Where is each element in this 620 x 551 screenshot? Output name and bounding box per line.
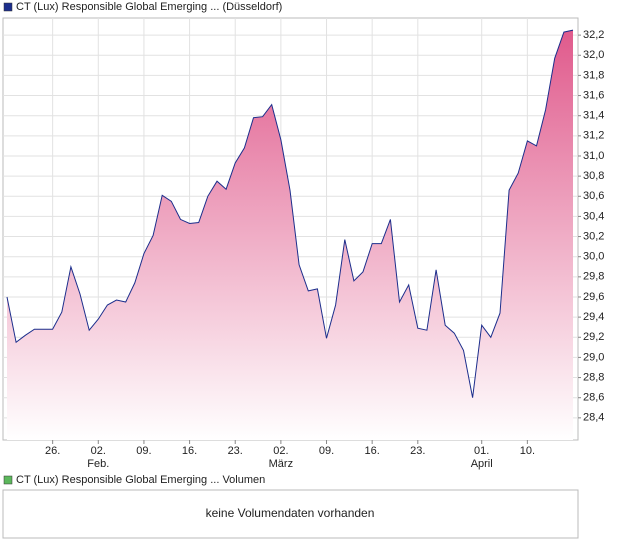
- legend-swatch: [3, 475, 13, 485]
- x-month-label: April: [471, 458, 493, 470]
- x-tick-label: 09.: [136, 445, 151, 457]
- y-tick-label: 29,6: [583, 291, 604, 303]
- x-tick-label: 26.: [45, 445, 60, 457]
- price-line: [6, 29, 574, 398]
- x-month-label: Feb.: [87, 458, 109, 470]
- legend-label: CT (Lux) Responsible Global Emerging ...…: [16, 1, 282, 13]
- y-tick-label: 28,4: [583, 412, 604, 424]
- x-tick-label: 02.: [91, 445, 106, 457]
- y-tick-label: 29,2: [583, 331, 604, 343]
- y-tick-label: 28,8: [583, 371, 604, 383]
- y-tick-label: 30,2: [583, 230, 604, 242]
- volume-frame: [2, 489, 579, 539]
- area: [7, 30, 573, 440]
- x-tick-label: 23.: [410, 445, 425, 457]
- x-tick-label: 01.: [474, 445, 489, 457]
- x-tick-label: 16.: [182, 445, 197, 457]
- y-tick-label: 31,4: [583, 110, 604, 122]
- x-tick-label: 16.: [365, 445, 380, 457]
- y-tick-label: 30,4: [583, 210, 604, 222]
- x-month-label: März: [269, 458, 293, 470]
- y-tick-label: 28,6: [583, 392, 604, 404]
- y-tick-label: 31,8: [583, 69, 604, 81]
- y-tick-label: 30,8: [583, 170, 604, 182]
- y-tick-label: 31,2: [583, 130, 604, 142]
- volume-message: keine Volumendaten vorhanden: [206, 506, 375, 520]
- y-tick-label: 31,6: [583, 89, 604, 101]
- y-tick-label: 32,2: [583, 29, 604, 41]
- y-tick-label: 29,0: [583, 351, 604, 363]
- x-tick-label: 09.: [319, 445, 334, 457]
- x-tick-label: 10.: [520, 445, 535, 457]
- x-tick-label: 23.: [228, 445, 243, 457]
- y-tick-label: 30,6: [583, 190, 604, 202]
- y-tick-label: 31,0: [583, 150, 604, 162]
- x-tick-label: 02.: [273, 445, 288, 457]
- y-tick-label: 29,4: [583, 311, 604, 323]
- y-tick-label: 32,0: [583, 49, 604, 61]
- y-tick-label: 29,8: [583, 271, 604, 283]
- legend-swatch: [3, 2, 13, 12]
- y-tick-label: 30,0: [583, 251, 604, 263]
- volume-title: CT (Lux) Responsible Global Emerging ...…: [16, 474, 265, 486]
